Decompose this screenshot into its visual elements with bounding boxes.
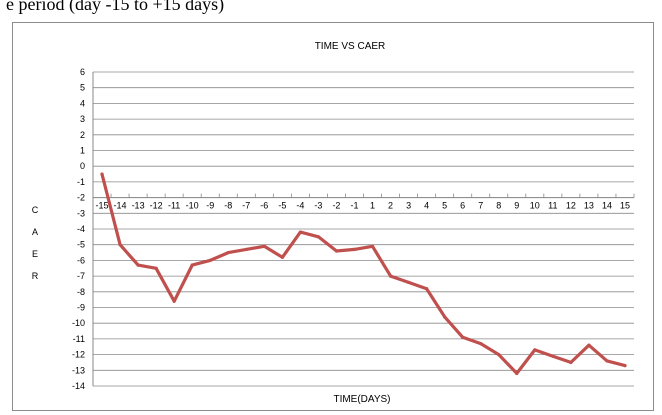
- y-tick-label: -2: [77, 193, 85, 203]
- data-point: [569, 360, 573, 365]
- y-tick-label: -13: [72, 365, 85, 375]
- data-point: [425, 287, 429, 291]
- y-tick-label: -12: [72, 350, 85, 360]
- y-axis-label-letter: R: [32, 271, 39, 281]
- data-point: [551, 354, 555, 358]
- data-point: [118, 243, 122, 247]
- chart-area: 6 5 4 3 2 1 0 -1 -2 -3 -4 -5 -6 -7 -8 -9 -10 -11 -12 -13 -14…: [12, 22, 654, 411]
- data-point: [479, 342, 483, 346]
- data-point: [461, 335, 465, 339]
- x-tick-label: -2: [332, 201, 340, 211]
- y-tick-label: -9: [77, 303, 85, 313]
- x-tick-label: 5: [442, 201, 447, 211]
- x-tick-label: 10: [530, 201, 540, 211]
- data-point: [605, 359, 609, 363]
- data-point: [587, 343, 591, 347]
- x-tick-label: 8: [496, 201, 501, 211]
- x-tick-label: 12: [566, 201, 576, 211]
- x-tick-label: -15: [96, 201, 109, 211]
- data-point: [623, 363, 627, 368]
- x-tick-label: -1: [350, 201, 358, 211]
- y-tick-label: -3: [77, 208, 85, 218]
- data-point: [226, 250, 230, 255]
- data-point: [280, 255, 284, 259]
- caption-text: e period (day -15 to +15 days): [6, 0, 225, 14]
- y-tick-label: 6: [80, 67, 85, 77]
- line-chart: 6543210-1-2-3-4-5-6-7-8-9-10-11-12-13-14…: [32, 41, 635, 405]
- grid-lines: [93, 71, 634, 387]
- data-point: [172, 299, 176, 303]
- x-axis-label: TIME(DAYS): [333, 394, 390, 405]
- data-point: [316, 235, 321, 239]
- data-point: [100, 172, 104, 176]
- series: [100, 172, 627, 376]
- x-tick-label: 13: [584, 201, 594, 211]
- x-tick-label: -7: [242, 201, 250, 211]
- x-tick-label: -13: [132, 201, 145, 211]
- data-point: [334, 249, 339, 253]
- data-point: [497, 353, 501, 357]
- y-tick-label: -10: [72, 318, 85, 328]
- x-tick-label: -4: [296, 201, 304, 211]
- x-tick-label: -11: [168, 201, 180, 211]
- y-tick-label: 5: [80, 83, 85, 93]
- axes: [92, 72, 635, 386]
- x-tick-label: -9: [206, 201, 214, 211]
- y-tick-label: 4: [80, 98, 85, 108]
- data-point: [406, 280, 411, 284]
- x-tick-label: 9: [514, 201, 519, 211]
- y-axis-label-letter: A: [32, 227, 38, 237]
- x-tick-label: 6: [460, 201, 465, 211]
- data-point: [154, 266, 158, 270]
- y-tick-label: 1: [80, 146, 85, 156]
- x-tick-label: 11: [548, 201, 557, 211]
- x-tick-label: 4: [424, 201, 429, 211]
- x-tick-label: 14: [602, 201, 612, 211]
- x-tick-label: -5: [278, 201, 286, 211]
- y-tick-label: -4: [77, 224, 85, 234]
- y-tick-label: -5: [77, 240, 85, 250]
- data-point: [515, 371, 519, 376]
- data-point: [298, 230, 302, 234]
- y-tick-label: -14: [72, 381, 85, 391]
- data-point: [533, 348, 537, 352]
- y-tick-label: -11: [73, 334, 85, 344]
- x-tick-label: -6: [260, 201, 268, 211]
- data-point: [208, 258, 212, 262]
- y-axis-label-letter: C: [32, 205, 39, 215]
- x-tick-label: -14: [114, 201, 127, 211]
- x-tick-label: 2: [388, 201, 393, 211]
- y-tick-label: 2: [80, 130, 85, 140]
- data-point: [352, 247, 357, 252]
- data-point: [190, 263, 194, 267]
- y-tick-label: 3: [80, 114, 85, 124]
- y-axis-label: C A E R: [32, 205, 39, 281]
- chart-title: TIME VS CAER: [315, 41, 386, 52]
- y-tick-label: -7: [77, 271, 85, 281]
- y-tick-label: -1: [77, 177, 85, 187]
- x-tick-label: -10: [186, 201, 199, 211]
- y-tick-label: -6: [77, 255, 85, 265]
- x-tick-label: 15: [620, 201, 630, 211]
- data-point: [136, 263, 140, 267]
- data-point: [443, 315, 447, 319]
- data-point: [262, 244, 266, 248]
- y-axis-label-letter: E: [32, 249, 38, 259]
- y-tick-label: 0: [80, 161, 85, 171]
- y-tick-labels: 6 5 4 3 2 1 0 -1 -2 -3 -4 -5 -6 -7 -8 -9 -10 -11 -12 -13 -14: [72, 67, 85, 391]
- x-tick-labels: -15 -14 -13 -12 -11 -10 -9 -8 -7 -6 -5 -4 -3 -2 -1 1 2 3 4…: [96, 201, 630, 211]
- x-tick-label: 3: [406, 201, 411, 211]
- x-tick-label: -12: [150, 201, 163, 211]
- x-tick-label: 7: [478, 201, 483, 211]
- y-tick-label: -8: [77, 287, 85, 297]
- x-tick-label: -8: [224, 201, 232, 211]
- x-tick-label: -3: [314, 201, 322, 211]
- x-tick-label: 1: [370, 201, 375, 211]
- data-point: [370, 244, 375, 248]
- data-point: [388, 274, 393, 278]
- data-point: [244, 247, 248, 252]
- series-line: [100, 172, 627, 375]
